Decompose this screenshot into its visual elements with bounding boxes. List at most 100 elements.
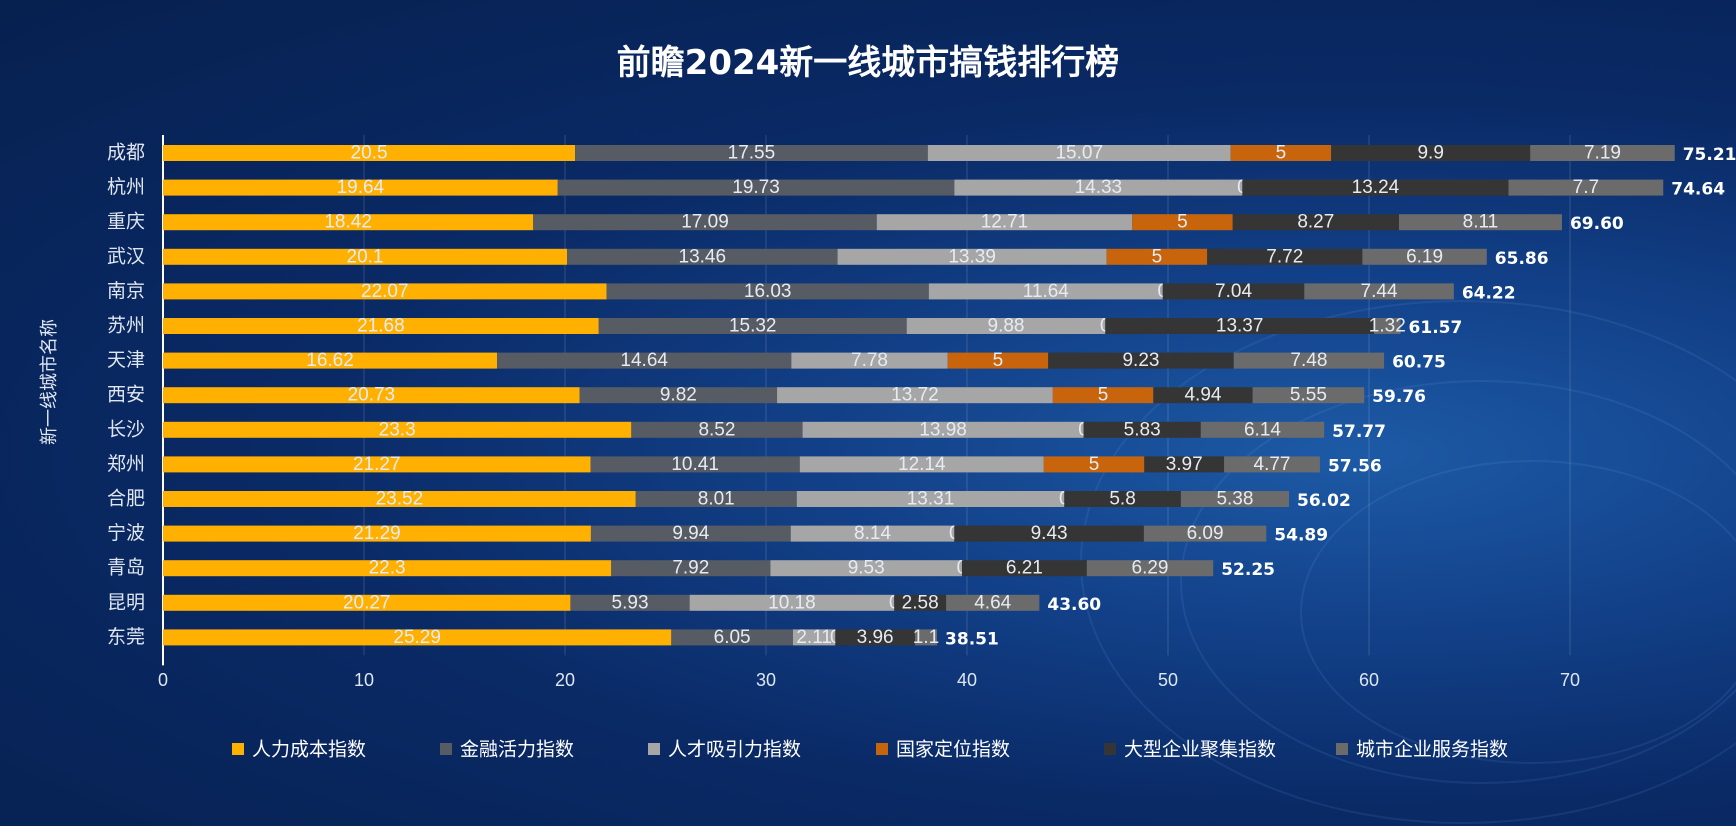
data-label: 21.68 xyxy=(357,316,405,337)
bar-segment xyxy=(163,283,607,300)
bar-segment xyxy=(1043,456,1145,473)
data-label: 8.27 xyxy=(1297,212,1334,233)
data-label: 20.27 xyxy=(343,592,391,613)
tick-label: 50 xyxy=(1158,670,1178,690)
category-label: 重庆 xyxy=(107,211,145,233)
bar-segment xyxy=(163,525,591,542)
category-label: 成都 xyxy=(107,142,145,164)
bar-segment xyxy=(163,318,599,334)
bar-segment xyxy=(927,145,1231,161)
legend-label: 城市企业服务指数 xyxy=(1356,739,1508,761)
tick-label: 20 xyxy=(555,670,575,690)
bar-segment xyxy=(1398,214,1562,231)
data-label: 21.27 xyxy=(353,454,401,475)
data-label: 23.3 xyxy=(379,419,416,440)
data-label: 7.48 xyxy=(1290,350,1327,371)
category-label: 天津 xyxy=(107,349,145,371)
total-label: 74.64 xyxy=(1671,180,1725,200)
data-label: 9.9 xyxy=(1417,143,1443,164)
bar-segment xyxy=(791,352,948,369)
data-label: 9.94 xyxy=(672,523,709,544)
bar-segment xyxy=(792,629,836,646)
data-label: 1.1 xyxy=(913,627,939,648)
data-label: 16.62 xyxy=(306,350,354,371)
total-label: 43.60 xyxy=(1047,595,1101,615)
total-label: 65.86 xyxy=(1495,249,1549,269)
data-label: 17.09 xyxy=(681,212,729,233)
tick-label: 30 xyxy=(756,670,776,690)
bar-segment xyxy=(1144,456,1225,473)
tick-label: 70 xyxy=(1560,670,1580,690)
data-label: 8.01 xyxy=(698,489,735,510)
total-label: 59.76 xyxy=(1372,387,1426,407)
total-label: 61.57 xyxy=(1409,318,1463,338)
bar-segment xyxy=(606,283,929,300)
bar-segment xyxy=(163,629,672,646)
bar-segment xyxy=(837,248,1107,265)
bar-segment xyxy=(914,629,938,646)
bar-segment xyxy=(567,248,838,265)
bar-segment xyxy=(770,560,962,577)
bar-segment xyxy=(777,387,1053,404)
data-label: 5 xyxy=(1152,246,1163,267)
bar-segment xyxy=(575,145,928,161)
legend-swatch xyxy=(1336,743,1348,755)
data-label: 9.23 xyxy=(1122,350,1159,371)
category-label: 西安 xyxy=(107,384,145,406)
bar-segment xyxy=(1230,145,1332,161)
data-label: 10.41 xyxy=(671,454,719,475)
data-label: 4.77 xyxy=(1254,454,1291,475)
bar-segment xyxy=(906,318,1106,334)
bar-segment xyxy=(1086,560,1214,577)
total-label: 69.60 xyxy=(1570,214,1624,234)
category-label: 宁波 xyxy=(107,522,145,544)
data-label: 12.71 xyxy=(981,212,1029,233)
data-label: 18.42 xyxy=(324,212,372,233)
bar-segment xyxy=(796,491,1065,507)
bar-segment xyxy=(1331,145,1531,161)
bar-segment xyxy=(947,352,1049,369)
bar-segment xyxy=(946,594,1040,611)
bar-segment xyxy=(590,525,791,542)
total-label: 60.75 xyxy=(1392,353,1446,373)
bar-segment xyxy=(1252,387,1365,404)
legend-label: 大型企业聚集指数 xyxy=(1124,739,1276,761)
legend: 人力成本指数 金融活力指数 人才吸引力指数 国家定位指数 大型企业聚集指数 城市企业服务指… xyxy=(232,739,1508,761)
bar-segment xyxy=(590,456,800,473)
data-label: 7.19 xyxy=(1584,143,1621,164)
data-label: 6.05 xyxy=(714,627,751,648)
data-label: 7.7 xyxy=(1573,177,1599,198)
bar-segment xyxy=(1083,421,1201,438)
bar-segment xyxy=(1508,179,1664,196)
bar-segment xyxy=(1200,421,1325,438)
bar-segment xyxy=(497,352,792,369)
data-label: 9.82 xyxy=(660,385,697,406)
data-label: 5.55 xyxy=(1290,385,1327,406)
bar-segment xyxy=(163,352,498,369)
legend-label: 国家定位指数 xyxy=(896,739,1010,761)
data-label: 5.38 xyxy=(1216,489,1253,510)
bar-segment xyxy=(954,525,1144,542)
data-label: 2.58 xyxy=(902,592,939,613)
bar-segment xyxy=(598,318,907,334)
bar-segment xyxy=(1132,214,1233,231)
data-label: 5 xyxy=(1089,454,1100,475)
data-label: 5.8 xyxy=(1109,489,1135,510)
category-label: 青岛 xyxy=(107,557,145,579)
data-label: 13.39 xyxy=(948,246,996,267)
total-label: 56.02 xyxy=(1297,491,1351,511)
bar-segment xyxy=(1153,387,1253,404)
tick-label: 0 xyxy=(158,670,168,690)
data-label: 13.72 xyxy=(891,385,939,406)
data-label: 4.64 xyxy=(974,592,1011,613)
bar-segment xyxy=(1233,352,1385,369)
total-label: 75.21 xyxy=(1683,145,1736,165)
category-label: 东莞 xyxy=(107,626,145,648)
bar-segment xyxy=(961,560,1087,577)
data-label: 1.32 xyxy=(1369,316,1406,337)
bar-segment xyxy=(1105,318,1375,334)
category-label: 昆明 xyxy=(107,592,145,613)
bar-segment xyxy=(163,491,636,507)
data-label: 15.07 xyxy=(1055,143,1103,164)
